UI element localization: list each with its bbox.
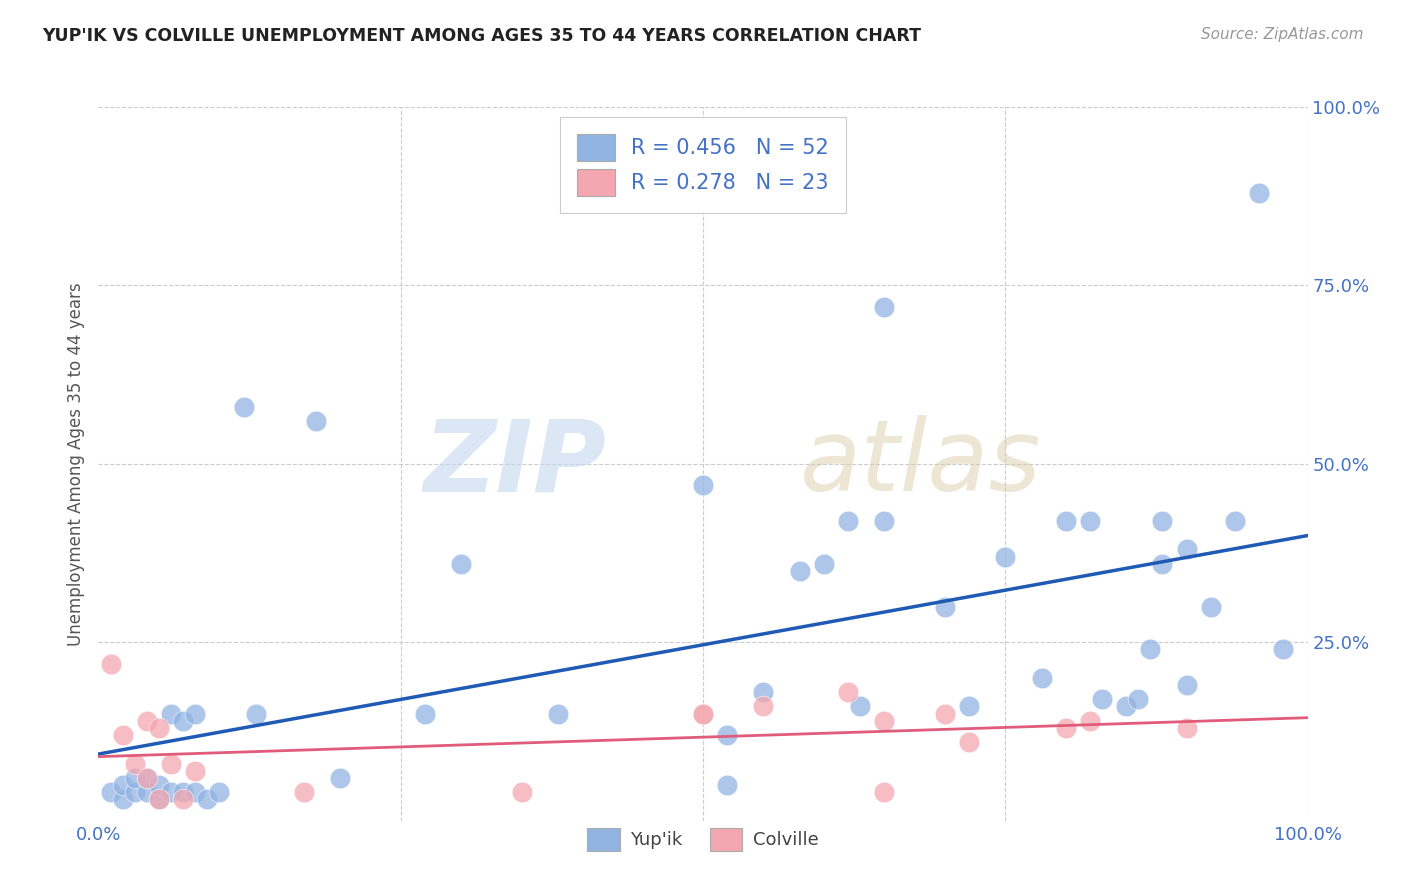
Point [135,771,157,785]
Point [849,699,872,714]
Point [172,714,194,728]
Point [148,792,170,806]
Point [172,792,194,806]
Point [148,778,170,792]
Point [135,714,157,728]
Point [184,706,207,721]
Point [716,778,738,792]
Point [1249,186,1271,200]
Point [692,478,714,492]
Point [124,785,146,799]
Point [172,785,194,799]
Point [111,728,134,742]
Point [873,714,896,728]
Point [957,735,980,749]
Point [957,699,980,714]
Point [208,785,231,799]
Point [837,514,859,528]
Point [1078,714,1101,728]
Point [813,557,835,571]
Point [1223,514,1246,528]
Point [752,685,775,699]
Text: atlas: atlas [800,416,1042,512]
Y-axis label: Unemployment Among Ages 35 to 44 years: Unemployment Among Ages 35 to 44 years [66,282,84,646]
Point [1272,642,1295,657]
Point [1199,599,1222,614]
Point [124,771,146,785]
Point [752,699,775,714]
Point [716,728,738,742]
Text: YUP'IK VS COLVILLE UNEMPLOYMENT AMONG AGES 35 TO 44 YEARS CORRELATION CHART: YUP'IK VS COLVILLE UNEMPLOYMENT AMONG AG… [42,27,921,45]
Point [934,706,956,721]
Point [111,792,134,806]
Point [1031,671,1053,685]
Point [100,657,122,671]
Point [1054,514,1077,528]
Point [195,792,218,806]
Point [160,785,183,799]
Point [292,785,315,799]
Point [160,756,183,771]
Text: Source: ZipAtlas.com: Source: ZipAtlas.com [1201,27,1364,42]
Point [873,785,896,799]
Point [413,706,436,721]
Point [135,785,157,799]
Point [135,771,157,785]
Text: ZIP: ZIP [423,416,606,512]
Point [837,685,859,699]
Point [329,771,352,785]
Point [148,721,170,735]
Point [510,785,533,799]
Point [148,792,170,806]
Point [1175,678,1198,692]
Point [100,785,122,799]
Point [789,564,811,578]
Point [111,778,134,792]
Point [1078,514,1101,528]
Point [934,599,956,614]
Point [692,706,714,721]
Point [1054,721,1077,735]
Point [1139,642,1161,657]
Legend: Yup'ik, Colville: Yup'ik, Colville [579,821,827,858]
Point [1115,699,1137,714]
Point [873,300,896,314]
Point [1175,542,1198,557]
Point [184,785,207,799]
Point [1175,721,1198,735]
Point [1128,692,1150,706]
Point [994,549,1017,564]
Point [692,706,714,721]
Point [1091,692,1114,706]
Point [1152,557,1174,571]
Point [232,400,254,414]
Point [547,706,569,721]
Point [245,706,267,721]
Point [1152,514,1174,528]
Point [450,557,472,571]
Point [873,514,896,528]
Point [124,756,146,771]
Point [305,414,328,428]
Point [160,706,183,721]
Point [184,764,207,778]
